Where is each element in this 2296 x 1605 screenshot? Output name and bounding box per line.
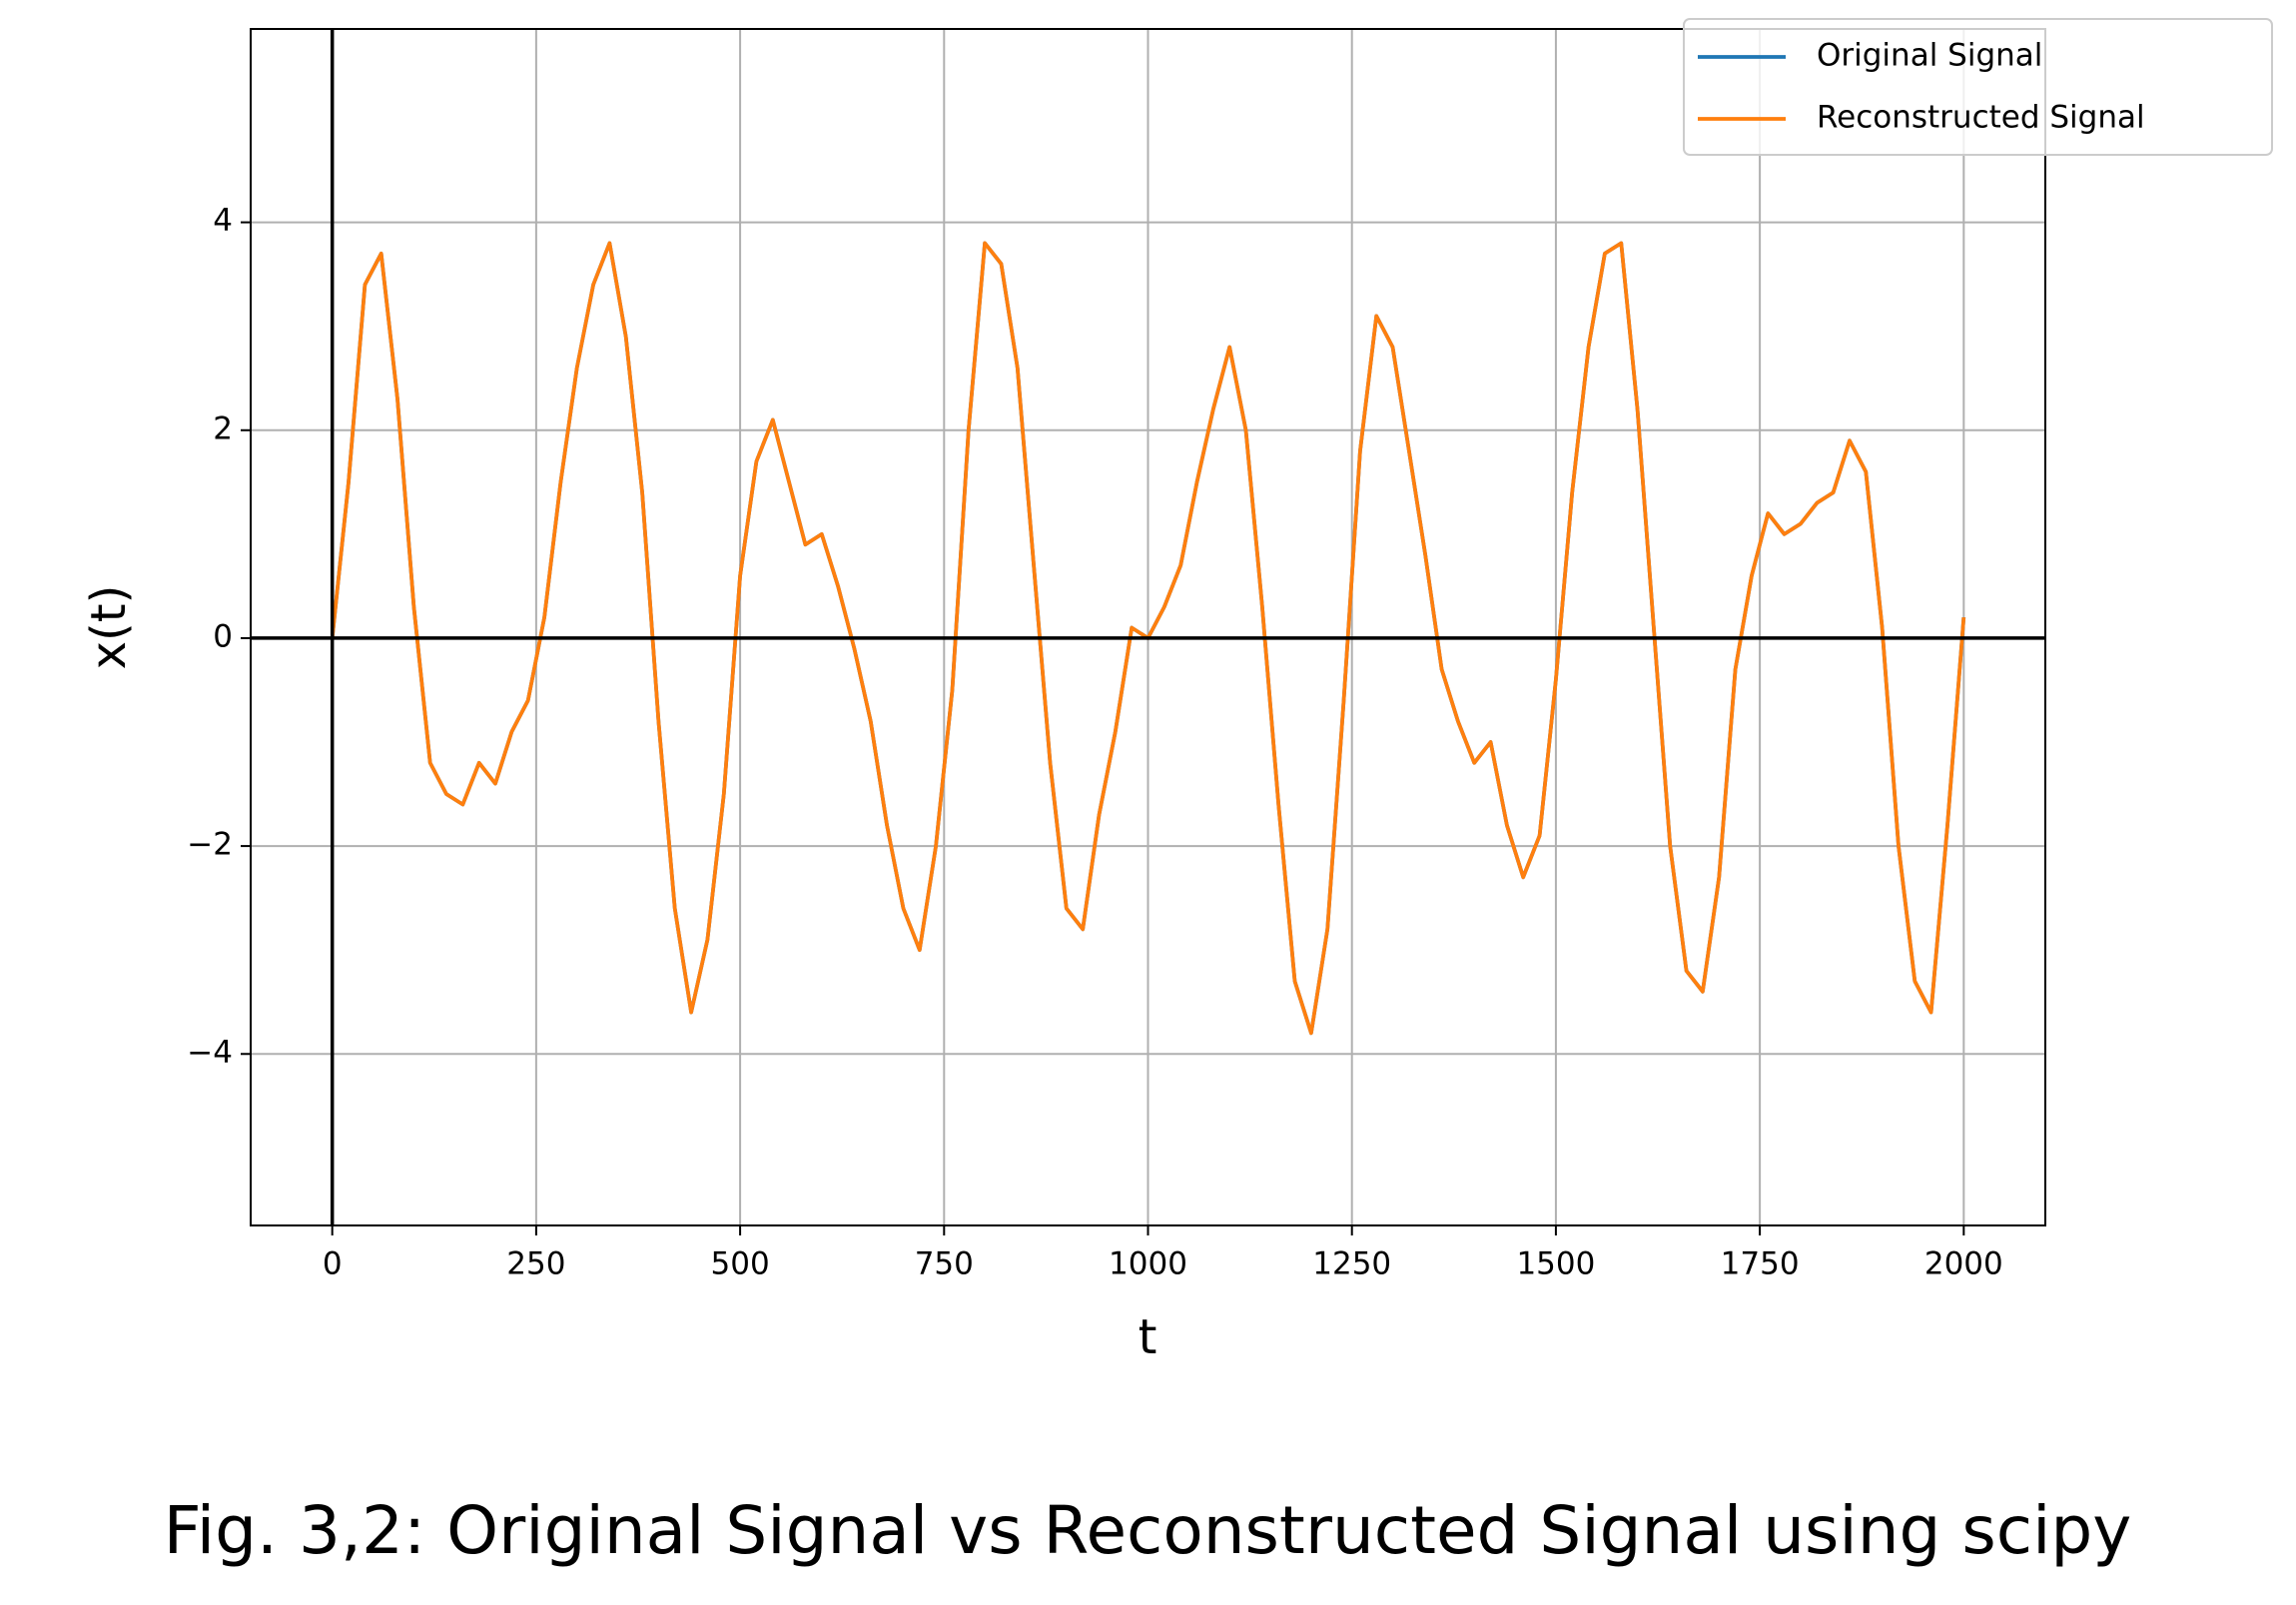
y-tick-label: 4 <box>213 203 233 239</box>
legend-box <box>1683 18 2273 156</box>
x-tick-label: 0 <box>323 1246 343 1282</box>
x-axis-label: t <box>1139 1309 1157 1365</box>
x-tick-label: 1500 <box>1516 1246 1595 1282</box>
x-tick-label: 2000 <box>1924 1246 2003 1282</box>
x-tick-label: 1750 <box>1721 1246 1800 1282</box>
axes-frame <box>250 28 2046 1226</box>
x-tick-label: 750 <box>915 1246 974 1282</box>
y-tick-label: −4 <box>187 1035 233 1071</box>
caption: Fig. 3,2: Original Signal vs Reconstruct… <box>164 1492 2132 1569</box>
legend-label: Original Signal <box>1817 38 2042 74</box>
x-tick-label: 500 <box>711 1246 770 1282</box>
x-tick-label: 1250 <box>1312 1246 1391 1282</box>
y-tick-label: −2 <box>187 827 233 863</box>
legend-label: Reconstructed Signal <box>1817 100 2145 136</box>
y-tick-label: 0 <box>213 618 233 654</box>
y-tick-label: 2 <box>213 410 233 446</box>
x-tick-label: 1000 <box>1109 1246 1187 1282</box>
y-axis-label: x(t) <box>81 585 137 670</box>
x-tick-label: 250 <box>506 1246 565 1282</box>
